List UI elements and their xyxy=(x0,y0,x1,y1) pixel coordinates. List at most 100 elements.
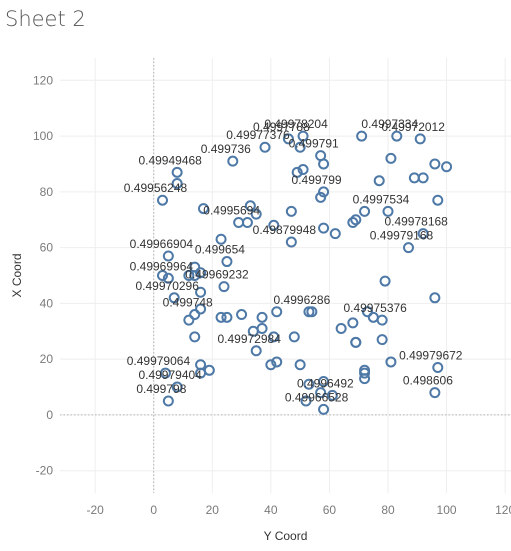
data-point[interactable] xyxy=(259,141,271,153)
data-points[interactable] xyxy=(157,130,453,415)
data-point[interactable] xyxy=(318,222,330,234)
point-label: 0.49978204 xyxy=(264,117,328,131)
data-point[interactable] xyxy=(318,158,330,170)
data-point[interactable] xyxy=(221,311,233,323)
data-point[interactable] xyxy=(256,311,268,323)
data-point[interactable] xyxy=(233,217,245,229)
x-tick-label: 0 xyxy=(150,503,157,517)
data-point[interactable] xyxy=(250,208,262,220)
data-point[interactable] xyxy=(195,303,207,315)
y-tick-label: -20 xyxy=(36,464,54,478)
data-point[interactable] xyxy=(268,219,280,231)
data-point[interactable] xyxy=(285,236,297,248)
data-point[interactable] xyxy=(379,275,391,287)
data-point[interactable] xyxy=(294,141,306,153)
data-point[interactable] xyxy=(432,362,444,374)
data-point[interactable] xyxy=(221,256,233,268)
data-point[interactable] xyxy=(326,389,338,401)
data-point[interactable] xyxy=(265,359,277,371)
y-axis-title: X Coord xyxy=(10,253,24,297)
data-point[interactable] xyxy=(385,356,397,368)
data-point[interactable] xyxy=(303,378,315,390)
data-point[interactable] xyxy=(329,228,341,240)
data-point[interactable] xyxy=(315,191,327,203)
data-point[interactable] xyxy=(218,281,230,293)
x-tick-label: -20 xyxy=(86,503,104,517)
data-point[interactable] xyxy=(294,359,306,371)
data-point[interactable] xyxy=(359,205,371,217)
data-point[interactable] xyxy=(241,217,253,229)
data-point[interactable] xyxy=(318,403,330,415)
data-point[interactable] xyxy=(297,130,309,142)
data-point[interactable] xyxy=(227,155,239,167)
data-point[interactable] xyxy=(288,331,300,343)
data-point[interactable] xyxy=(203,364,215,376)
data-point[interactable] xyxy=(291,166,303,178)
data-point[interactable] xyxy=(385,152,397,164)
data-point[interactable] xyxy=(318,186,330,198)
data-point[interactable] xyxy=(391,130,403,142)
data-point[interactable] xyxy=(350,336,362,348)
data-point[interactable] xyxy=(432,194,444,206)
data-point[interactable] xyxy=(171,177,183,189)
data-point[interactable] xyxy=(403,242,414,254)
point-label: 0.49956248 xyxy=(124,181,188,195)
data-point[interactable] xyxy=(429,292,441,304)
data-point[interactable] xyxy=(382,205,394,217)
data-point[interactable] xyxy=(157,194,168,206)
data-point[interactable] xyxy=(256,322,268,334)
data-point[interactable] xyxy=(362,306,373,318)
data-point[interactable] xyxy=(347,317,359,329)
data-point[interactable] xyxy=(356,130,368,142)
data-point[interactable] xyxy=(429,387,441,399)
data-point[interactable] xyxy=(159,367,171,379)
data-point[interactable] xyxy=(189,309,201,321)
data-point[interactable] xyxy=(285,205,297,217)
data-point[interactable] xyxy=(359,367,371,379)
data-point[interactable] xyxy=(417,172,429,184)
data-point[interactable] xyxy=(189,331,201,343)
data-point[interactable] xyxy=(198,203,209,215)
data-point[interactable] xyxy=(414,133,426,145)
data-point[interactable] xyxy=(282,133,294,145)
data-point[interactable] xyxy=(376,334,388,346)
data-point[interactable] xyxy=(171,166,183,178)
data-point[interactable] xyxy=(157,270,168,281)
data-point[interactable] xyxy=(183,314,195,326)
data-point[interactable] xyxy=(195,267,207,279)
data-point[interactable] xyxy=(297,164,309,176)
data-point[interactable] xyxy=(268,331,280,343)
data-point[interactable] xyxy=(335,322,347,334)
data-point[interactable] xyxy=(250,345,262,357)
data-point[interactable] xyxy=(162,250,174,262)
data-point[interactable] xyxy=(347,217,359,229)
data-point[interactable] xyxy=(271,306,283,318)
data-point[interactable] xyxy=(300,395,312,407)
data-point[interactable] xyxy=(168,292,180,304)
data-point[interactable] xyxy=(376,314,388,326)
data-point[interactable] xyxy=(359,373,371,385)
data-point[interactable] xyxy=(315,387,327,399)
data-point[interactable] xyxy=(171,381,183,393)
point-label: 0.4995694 xyxy=(203,204,260,218)
data-point[interactable] xyxy=(441,161,453,173)
x-tick-label: 80 xyxy=(381,503,395,517)
data-point[interactable] xyxy=(244,200,256,212)
data-point[interactable] xyxy=(318,375,330,387)
data-point[interactable] xyxy=(162,395,174,407)
data-point[interactable] xyxy=(306,306,318,318)
data-point[interactable] xyxy=(271,356,283,368)
data-point[interactable] xyxy=(408,172,420,184)
data-point[interactable] xyxy=(162,272,174,284)
data-point[interactable] xyxy=(373,175,385,187)
data-point[interactable] xyxy=(183,270,195,281)
data-point[interactable] xyxy=(215,311,227,323)
data-point[interactable] xyxy=(236,309,248,321)
data-point[interactable] xyxy=(189,270,201,281)
data-point[interactable] xyxy=(417,228,429,240)
data-point[interactable] xyxy=(195,286,207,298)
data-point[interactable] xyxy=(350,214,362,226)
data-point[interactable] xyxy=(429,158,441,170)
data-point[interactable] xyxy=(215,233,227,245)
